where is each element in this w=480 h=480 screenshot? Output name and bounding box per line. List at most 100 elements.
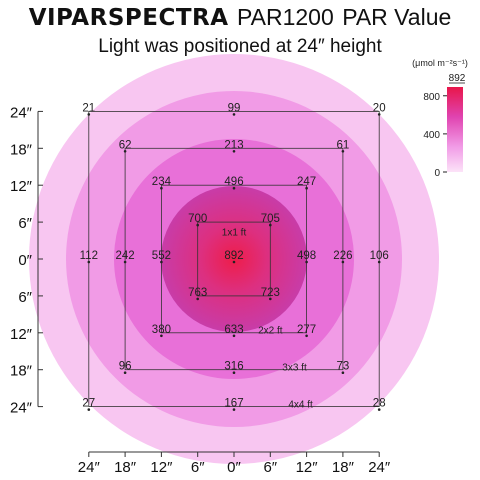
data-point-value: 28 (373, 398, 386, 410)
footprint-box-1x1-ft (197, 221, 271, 297)
data-point-marker (123, 150, 127, 153)
colorbar-gradient (447, 87, 463, 172)
data-point-marker (196, 223, 199, 227)
data-point-marker (269, 297, 272, 301)
data-point-marker (377, 260, 381, 264)
data-point-value: 167 (224, 398, 243, 410)
footprint-box-3x3-ft (124, 147, 344, 371)
footprint-boxes: 1x1 ft 2x2 ft 3x3 ft 4x4 ft (88, 111, 380, 411)
data-point-marker (341, 150, 345, 153)
footprint-label: 1x1 ft (222, 227, 247, 238)
x-tick-label: 18″ (114, 459, 137, 476)
y-tick-label: 18″ (10, 141, 33, 158)
data-point-value: 700 (188, 213, 207, 225)
data-point-value: 552 (152, 250, 171, 262)
colorbar-tick-label: 400 (423, 130, 440, 141)
model-name: PAR1200 (236, 4, 334, 30)
data-point-marker (232, 150, 236, 153)
data-point-marker (305, 260, 308, 264)
data-point-marker (160, 186, 163, 190)
data-point-marker (196, 297, 199, 301)
data-point-value: 112 (80, 250, 98, 262)
data-point-marker (377, 408, 381, 411)
footprint-box-4x4-ft (88, 111, 380, 408)
data-point-value: 234 (152, 176, 172, 188)
x-tick-label: 24″ (78, 459, 101, 476)
data-points: 21 99 20 62 213 61 234 496 247 700 705 112 242 552 892… (80, 102, 389, 411)
value-label: PAR Value (342, 4, 452, 30)
intensity-rings (29, 54, 439, 464)
data-point-value: 242 (116, 250, 135, 262)
x-tick-label: 6″ (191, 459, 205, 476)
x-tick-label: 0″ (227, 459, 241, 476)
data-point-value: 213 (224, 139, 243, 151)
data-point-value: 99 (228, 102, 241, 114)
data-point-marker (232, 186, 236, 190)
chart-title: VIPARSPECTRA PAR1200 PAR Value (0, 4, 480, 31)
data-point-value: 20 (373, 102, 386, 114)
data-point-marker (232, 334, 236, 338)
y-tick-label: 12″ (10, 178, 33, 195)
data-point-value: 96 (119, 361, 132, 373)
data-point-marker (232, 113, 236, 116)
data-point-value: 633 (224, 324, 243, 336)
data-point-value: 226 (333, 250, 352, 262)
colorbar-max-label: 892 (449, 73, 466, 84)
data-point-marker (123, 371, 127, 375)
colorbar: (μmol m⁻²s⁻¹) 892 800 400 0 (412, 58, 468, 179)
data-point-value: 21 (82, 102, 95, 114)
data-point-marker (87, 408, 91, 411)
data-point-marker (232, 371, 236, 375)
x-tick-label: 12″ (150, 459, 173, 476)
data-point-value: 723 (261, 287, 280, 299)
data-point-marker (87, 260, 91, 264)
data-point-marker (305, 186, 308, 190)
data-point-value: 247 (297, 176, 316, 188)
data-point-marker (341, 371, 345, 375)
y-tick-label: 24″ (10, 400, 33, 417)
data-point-marker (305, 334, 308, 338)
data-point-value: 316 (224, 361, 243, 373)
y-tick-label: 6″ (18, 289, 32, 306)
colorbar-tick-label: 800 (423, 92, 440, 103)
footprint-label: 3x3 ft (282, 363, 307, 374)
data-point-marker (269, 223, 272, 227)
data-point-marker (232, 408, 236, 411)
y-tick-label: 24″ (10, 104, 33, 121)
data-point-value: 763 (188, 287, 207, 299)
x-tick-label: 18″ (332, 459, 355, 476)
footprint-box-2x2-ft (160, 184, 307, 334)
data-point-marker (232, 260, 236, 264)
footprint-label: 4x4 ft (288, 400, 313, 411)
data-point-value: 277 (297, 324, 316, 336)
data-point-marker (160, 334, 163, 338)
colorbar-unit-label: (μmol m⁻²s⁻¹) (412, 58, 468, 68)
y-tick-label: 12″ (10, 326, 33, 343)
data-point-value: 496 (224, 176, 243, 188)
data-point-value: 73 (337, 361, 350, 373)
data-point-value: 27 (82, 398, 95, 410)
data-point-value: 380 (152, 324, 171, 336)
x-tick-label: 6″ (263, 459, 277, 476)
data-point-value: 62 (119, 139, 132, 151)
axes: 24″ 18″ 12″ 6″ 0″ 6″ 12″ 18″ 24″ 24″ 18″ 12″ 6″ 0″ 6″ 1… (10, 104, 391, 476)
data-point-marker (87, 113, 91, 116)
data-point-value: 892 (224, 250, 243, 262)
data-point-marker (160, 260, 163, 264)
chart-subtitle: Light was positioned at 24″ height (98, 36, 382, 57)
footprint-label: 2x2 ft (258, 326, 283, 337)
data-point-marker (377, 113, 381, 116)
x-tick-label: 24″ (368, 459, 391, 476)
brand-name: VIPARSPECTRA (28, 5, 229, 31)
data-point-marker (123, 260, 127, 264)
y-tick-label: 18″ (10, 363, 33, 380)
y-tick-label: 0″ (18, 252, 32, 269)
data-point-value: 106 (370, 250, 389, 262)
data-point-value: 705 (261, 213, 280, 225)
data-point-marker (341, 260, 345, 264)
x-tick-label: 12″ (296, 459, 319, 476)
y-tick-label: 6″ (18, 215, 32, 232)
colorbar-tick-label: 0 (434, 168, 440, 179)
data-point-value: 61 (337, 139, 350, 151)
